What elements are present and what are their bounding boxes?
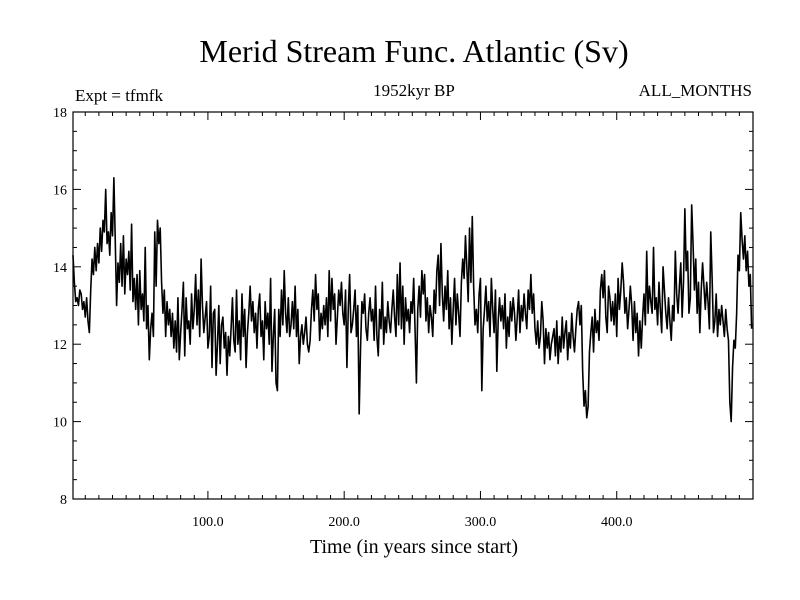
months-label: ALL_MONTHS bbox=[639, 81, 752, 100]
series-line bbox=[72, 176, 753, 423]
x-tick-label: 200.0 bbox=[328, 515, 360, 530]
x-axis: 100.0 200.0 300.0 400.0 bbox=[84, 112, 740, 530]
x-tick-label: 300.0 bbox=[465, 515, 497, 530]
x-axis-label: Time (in years since start) bbox=[310, 536, 518, 558]
chart-title: Merid Stream Func. Atlantic (Sv) bbox=[199, 33, 628, 69]
y-tick-label: 16 bbox=[53, 183, 67, 198]
y-tick-label: 8 bbox=[60, 493, 67, 508]
y-tick-label: 14 bbox=[53, 261, 67, 276]
x-tick-label: 400.0 bbox=[601, 515, 633, 530]
experiment-label: Expt = tfmfk bbox=[75, 86, 163, 105]
x-tick-label: 100.0 bbox=[192, 515, 224, 530]
y-tick-label: 18 bbox=[53, 106, 67, 121]
y-tick-label: 10 bbox=[53, 416, 67, 431]
period-label: 1952kyr BP bbox=[373, 81, 455, 100]
y-tick-label: 12 bbox=[53, 338, 67, 353]
